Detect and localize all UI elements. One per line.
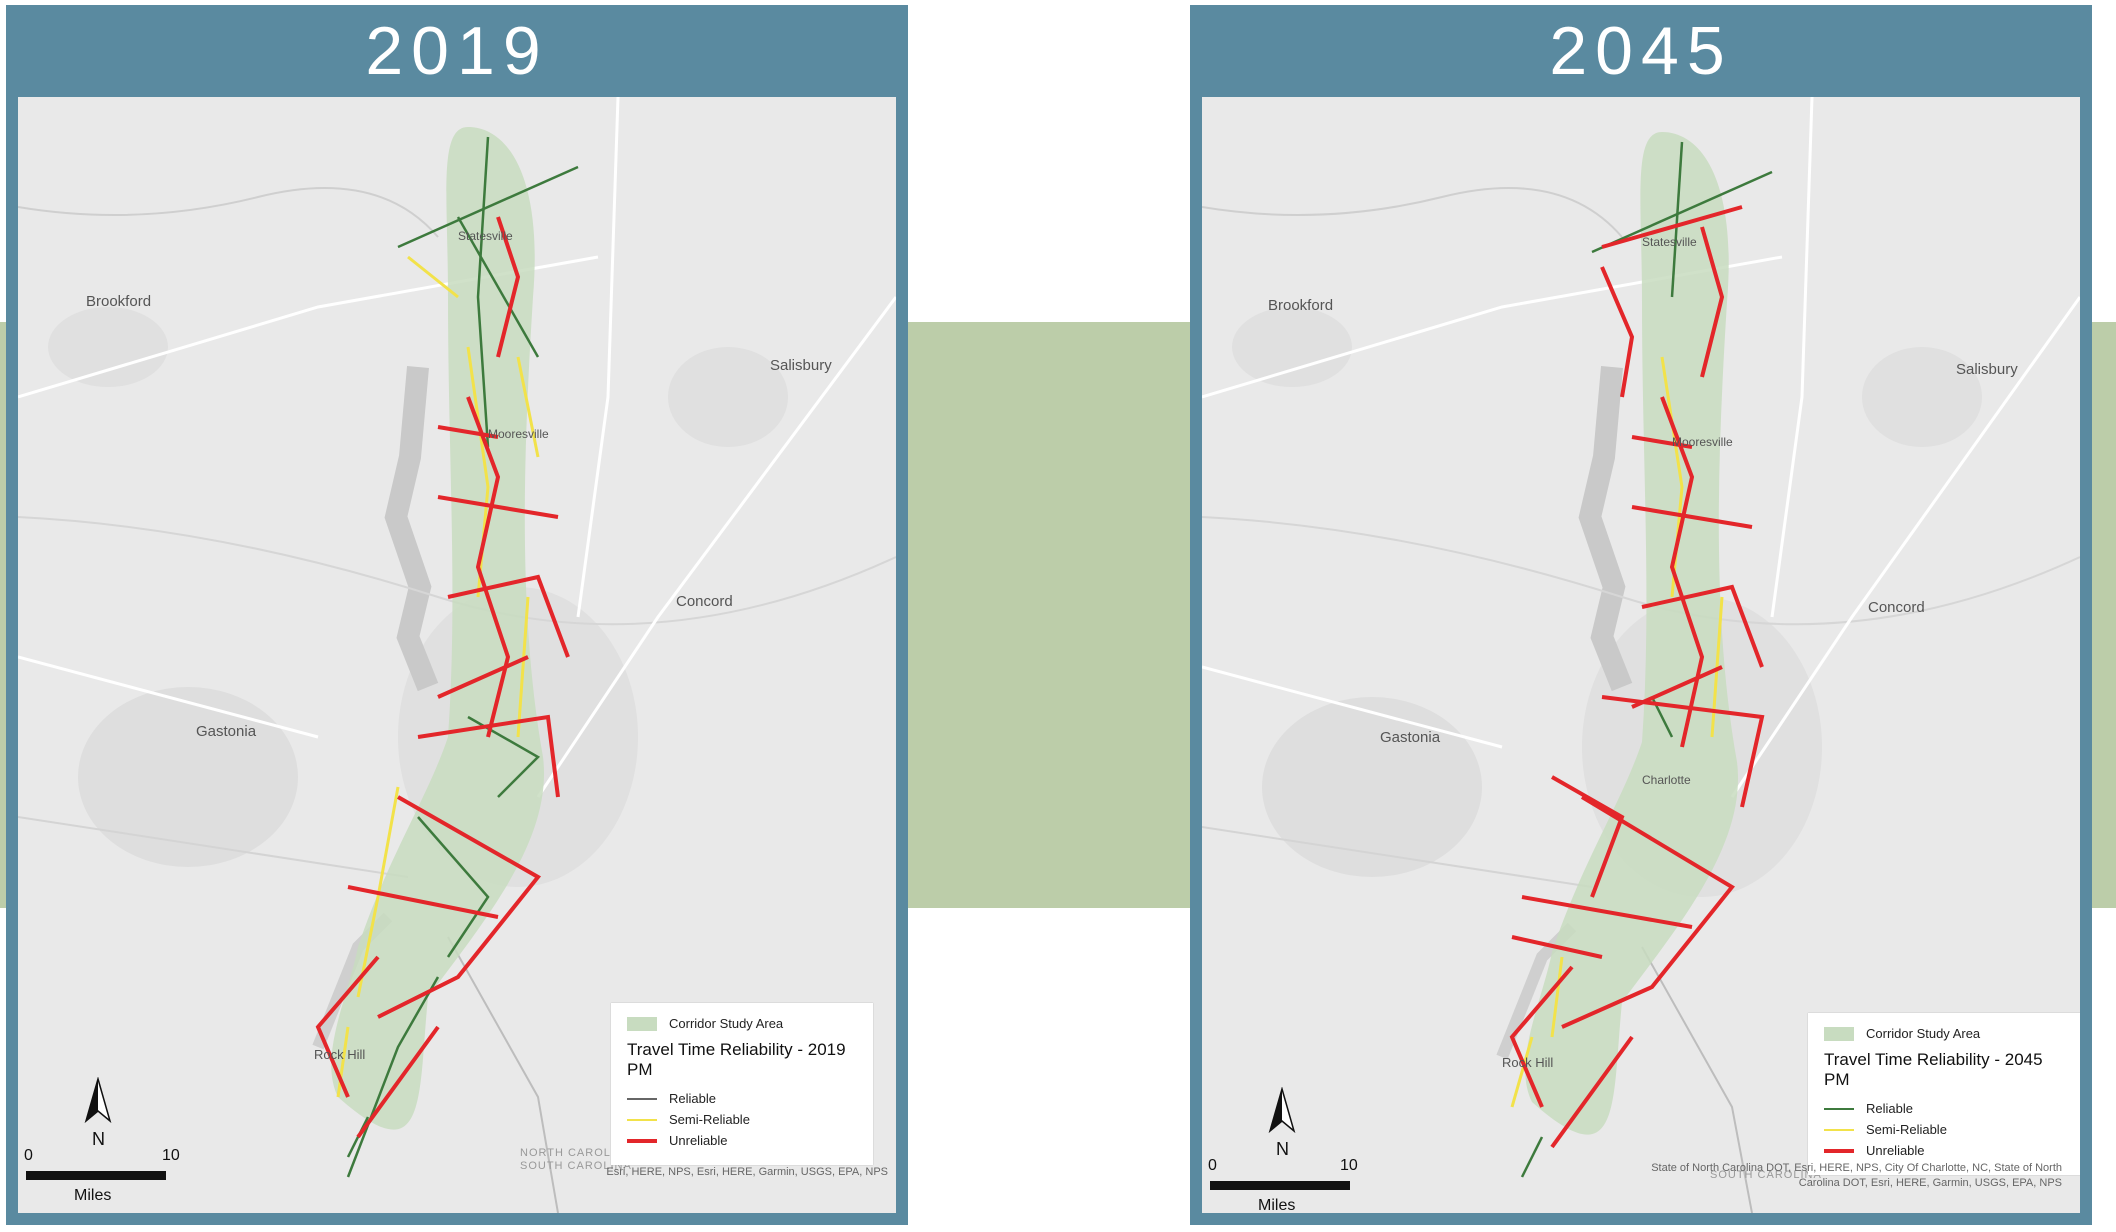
city-label-gastonia: Gastonia	[196, 723, 257, 740]
city-label-statesville: Statesville	[458, 229, 513, 243]
north-arrow-icon	[1268, 1087, 1296, 1134]
map-panel-2019: 2019	[6, 5, 908, 1225]
panel-title: 2045	[1549, 13, 1733, 89]
unreliable-line-swatch	[1824, 1148, 1854, 1153]
city-label-statesville: Statesville	[1642, 235, 1697, 249]
border-label: NORTH CAROLINA SOUTH CAROLINA	[520, 1147, 633, 1172]
scale-unit: Miles	[74, 1187, 112, 1204]
city-label-concord: Concord	[1868, 599, 1925, 616]
scale-bar	[1210, 1181, 1350, 1190]
north-label: N	[92, 1129, 105, 1149]
legend-title: Travel Time Reliability - 2019 PM	[627, 1040, 846, 1079]
reliable-line-swatch	[1824, 1107, 1854, 1110]
city-label-salisbury: Salisbury	[1956, 361, 2018, 378]
legend-title: Travel Time Reliability - 2045 PM	[1824, 1050, 2043, 1089]
legend-item-semi-reliable: Semi-Reliable	[627, 1109, 857, 1130]
legend-item-reliable: Reliable	[1824, 1098, 2066, 1119]
basemap	[18, 97, 896, 1213]
scale-ten: 10	[1340, 1157, 1358, 1174]
legend-item-unreliable: Unreliable	[1824, 1140, 2066, 1161]
attribution: State of North Carolina DOT, Esri, HERE,…	[1651, 1162, 2062, 1189]
semi-reliable-line-swatch	[1824, 1128, 1854, 1131]
legend-item-reliable: Reliable	[627, 1088, 857, 1109]
scale-ten: 10	[162, 1147, 180, 1164]
reliable-line-swatch	[627, 1097, 657, 1100]
city-label-brookford: Brookford	[86, 293, 152, 310]
city-label-gastonia: Gastonia	[1380, 729, 1441, 746]
scale-zero: 0	[1208, 1157, 1217, 1174]
corridor-swatch	[1824, 1026, 1854, 1041]
legend-item-semi-reliable: Semi-Reliable	[1824, 1119, 2066, 1140]
map-legend: Corridor Study Area Travel Time Reliabil…	[611, 1003, 873, 1165]
attribution: Esri, HERE, NPS, Esri, HERE, Garmin, USG…	[606, 1166, 888, 1178]
border-label: SOUTH CAROLINA	[1710, 1169, 1822, 1181]
legend-item-corridor: Corridor Study Area	[627, 1013, 857, 1034]
city-label-concord: Concord	[676, 593, 733, 610]
city-label-rock-hill: Rock Hill	[314, 1047, 366, 1062]
map-panel-2045: 2045	[1190, 5, 2092, 1225]
legend-item-unreliable: Unreliable	[627, 1130, 857, 1151]
scale-unit: Miles	[1258, 1197, 1296, 1213]
map-2019[interactable]: Brookford Salisbury Concord Gastonia Sta…	[18, 97, 896, 1213]
city-label-mooresville: Mooresville	[1672, 435, 1733, 449]
scale-zero: 0	[24, 1147, 33, 1164]
city-label-charlotte: Charlotte	[1642, 773, 1691, 787]
panel-title: 2019	[365, 13, 549, 89]
city-label-salisbury: Salisbury	[770, 357, 832, 374]
map-legend: Corridor Study Area Travel Time Reliabil…	[1808, 1013, 2080, 1175]
scale-bar	[26, 1171, 166, 1180]
map-2045[interactable]: Brookford Salisbury Concord Gastonia Sta…	[1202, 97, 2080, 1213]
city-label-rock-hill: Rock Hill	[1502, 1055, 1554, 1070]
north-arrow-icon	[84, 1077, 112, 1124]
basemap	[1202, 97, 2080, 1213]
legend-item-corridor: Corridor Study Area	[1824, 1023, 2066, 1044]
semi-reliable-line-swatch	[627, 1118, 657, 1121]
city-label-brookford: Brookford	[1268, 297, 1334, 314]
north-label: N	[1276, 1139, 1289, 1159]
corridor-swatch	[627, 1016, 657, 1031]
unreliable-line-swatch	[627, 1138, 657, 1143]
city-label-mooresville: Mooresville	[488, 427, 549, 441]
